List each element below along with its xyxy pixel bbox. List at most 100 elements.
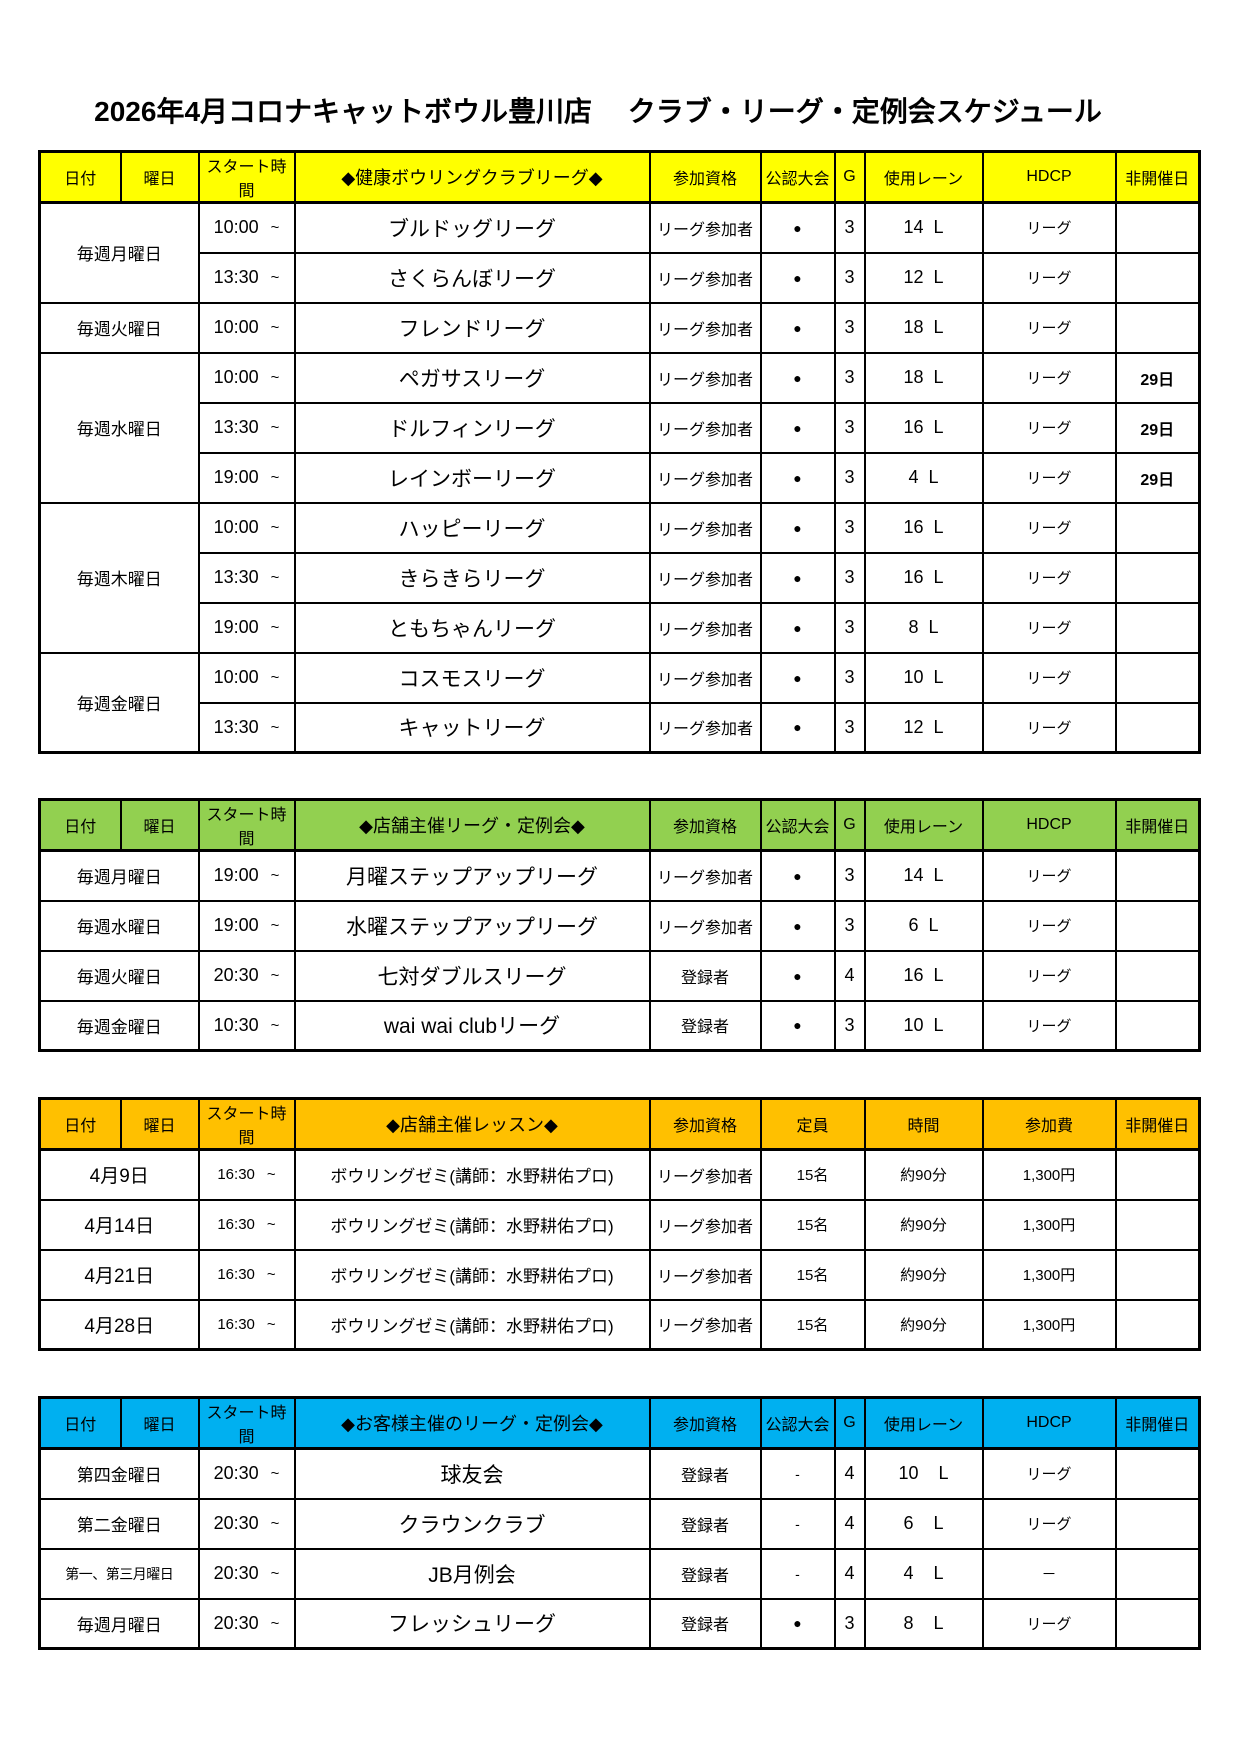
header-day: 曜日 [119, 1097, 200, 1151]
games-cell: 4 [833, 1547, 866, 1600]
league-name-cell: フレッシュリーグ [293, 1597, 651, 1650]
table-row: 4月28日 16:30 ~ ボウリングゼミ(講師：水野耕佑プロ) リーグ参加者 1… [38, 1298, 1201, 1351]
closed-day-cell [1114, 551, 1201, 604]
day-cell: 毎週木曜日 [38, 501, 200, 654]
time-cell: 10:00 ~ [197, 301, 296, 354]
closed-day-cell [1114, 1148, 1201, 1201]
hdcp-cell: リーグ [981, 849, 1117, 902]
league-name-cell: 水曜ステップアップリーグ [293, 899, 651, 952]
hdcp-cell: リーグ [981, 1447, 1117, 1500]
table-row: 毎週水曜日 19:00 ~ 水曜ステップアップリーグ リーグ参加者 ● 3 6 L… [38, 899, 1201, 952]
tilde: ~ [266, 1166, 276, 1184]
official-cell: ● [759, 401, 836, 454]
league-name-cell: フレンドリーグ [293, 301, 651, 354]
table-row: 毎週月曜日 10:00 ~ ブルドッグリーグ リーグ参加者 ● 3 14 L リー… [38, 201, 1201, 304]
lane-cell: 4 L [863, 1547, 984, 1600]
header-start-time: スタート時間 [197, 798, 296, 852]
fee-cell: 1,300円 [981, 1248, 1117, 1301]
games-cell: 3 [833, 849, 866, 902]
fee-cell: 1,300円 [981, 1198, 1117, 1251]
time-cell: 13:30 ~ [197, 251, 296, 304]
league-name-cell: レインボーリーグ [293, 451, 651, 504]
health-bowling-league-table: 日付 曜日 スタート時間 ◆健康ボウリングクラブリーグ◆ 参加資格 公認大会 G… [38, 150, 1201, 754]
qualification-cell: リーグ参加者 [648, 899, 762, 952]
tilde: ~ [270, 269, 280, 286]
league-name-cell: キャットリーグ [293, 701, 651, 754]
time-cell: 20:30 ~ [197, 1547, 296, 1600]
league-name-cell: ブルドッグリーグ [293, 201, 651, 254]
fee-cell: 1,300円 [981, 1148, 1117, 1201]
table-row: 4月9日 16:30 ~ ボウリングゼミ(講師：水野耕佑プロ) リーグ参加者 15… [38, 1148, 1201, 1201]
tilde: ~ [270, 867, 280, 885]
time-cell: 10:00 ~ [197, 501, 296, 554]
games-cell: 3 [833, 251, 866, 304]
official-cell: ● [759, 351, 836, 404]
table-row: 毎週金曜日 10:30 ~ wai wai clubリーグ 登録者 ● 3 10 … [38, 999, 1201, 1052]
tilde: ~ [270, 967, 280, 984]
header-date: 日付 [38, 1097, 122, 1151]
lane-cell: 10 L [863, 999, 984, 1052]
tilde: ~ [266, 1216, 276, 1233]
day-cell: 毎週金曜日 [38, 651, 200, 754]
qualification-cell: リーグ参加者 [648, 551, 762, 604]
header-date: 日付 [38, 150, 122, 204]
games-cell: 3 [833, 999, 866, 1052]
table-row: 19:00 ~ ともちゃんリーグ リーグ参加者 ● 3 8 L リーグ [40, 601, 1201, 654]
table-row: 第一、第三月曜日 20:30 ~ JB月例会 登録者 - 4 4 L － [38, 1547, 1201, 1600]
closed-day-cell: 29日 [1114, 401, 1201, 454]
table-header-row: 日付 曜日 スタート時間 ◆健康ボウリングクラブリーグ◆ 参加資格 公認大会 G… [38, 150, 1201, 204]
day-cell: 第一、第三月曜日 [38, 1547, 200, 1600]
header-games: G [833, 798, 866, 852]
duration-cell: 約90分 [863, 1198, 984, 1251]
qualification-cell: リーグ参加者 [648, 351, 762, 404]
header-lanes: 使用レーン [863, 798, 984, 852]
page-title: 2026年4月コロナキャットボウル豊川店 クラブ・リーグ・定例会スケジュール [94, 96, 1102, 127]
closed-day-cell [1114, 651, 1201, 704]
league-name-cell: 球友会 [293, 1447, 651, 1500]
hdcp-cell: リーグ [981, 651, 1117, 704]
qualification-cell: 登録者 [648, 999, 762, 1052]
official-cell: ● [759, 651, 836, 704]
hdcp-cell: リーグ [981, 949, 1117, 1002]
official-cell: ● [759, 949, 836, 1002]
qualification-cell: リーグ参加者 [648, 501, 762, 554]
qualification-cell: 登録者 [648, 1597, 762, 1650]
closed-day-cell [1114, 301, 1201, 354]
qualification-cell: リーグ参加者 [648, 1198, 762, 1251]
duration-cell: 約90分 [863, 1148, 984, 1201]
day-cell: 毎週月曜日 [38, 201, 200, 304]
table-row: 毎週水曜日 10:00 ~ ペガサスリーグ リーグ参加者 ● 3 18 L リーグ… [38, 351, 1201, 504]
qualification-cell: リーグ参加者 [648, 601, 762, 654]
qualification-cell: リーグ参加者 [648, 1248, 762, 1301]
header-fee: 参加費 [981, 1097, 1117, 1151]
official-cell: ● [759, 999, 836, 1052]
table-row: 毎週月曜日 19:00 ~ 月曜ステップアップリーグ リーグ参加者 ● 3 14 … [38, 849, 1201, 902]
time-cell: 13:30 ~ [197, 401, 296, 454]
lesson-name-cell: ボウリングゼミ(講師：水野耕佑プロ) [293, 1298, 651, 1351]
header-closed-days: 非開催日 [1114, 1396, 1201, 1450]
official-cell: ● [759, 501, 836, 554]
lane-cell: 8 L [863, 601, 984, 654]
time-cell: 19:00 ~ [197, 451, 296, 504]
header-closed-days: 非開催日 [1114, 150, 1201, 204]
time-cell: 20:30 ~ [197, 1447, 296, 1500]
customer-league-table: 日付 曜日 スタート時間 ◆お客様主催のリーグ・定例会◆ 参加資格 公認大会 G… [38, 1396, 1201, 1650]
tilde: ~ [266, 1266, 276, 1283]
header-date: 日付 [38, 1396, 122, 1450]
qualification-cell: リーグ参加者 [648, 1148, 762, 1201]
table-row: 4月21日 16:30 ~ ボウリングゼミ(講師：水野耕佑プロ) リーグ参加者 1… [38, 1248, 1201, 1301]
header-table-title: ◆お客様主催のリーグ・定例会◆ [293, 1396, 651, 1450]
day-cell: 毎週水曜日 [38, 899, 200, 952]
lane-cell: 10 L [863, 1447, 984, 1500]
hdcp-cell: リーグ [981, 501, 1117, 554]
league-name-cell: 七対ダブルスリーグ [293, 949, 651, 1002]
qualification-cell: リーグ参加者 [648, 701, 762, 754]
header-hdcp: HDCP [981, 1396, 1117, 1450]
official-cell: ● [759, 201, 836, 254]
hdcp-cell: リーグ [981, 251, 1117, 304]
lane-cell: 16 L [863, 551, 984, 604]
time-cell: 19:00 ~ [197, 899, 296, 952]
league-name-cell: さくらんぼリーグ [293, 251, 651, 304]
official-cell: - [759, 1547, 836, 1600]
lane-cell: 4 L [863, 451, 984, 504]
